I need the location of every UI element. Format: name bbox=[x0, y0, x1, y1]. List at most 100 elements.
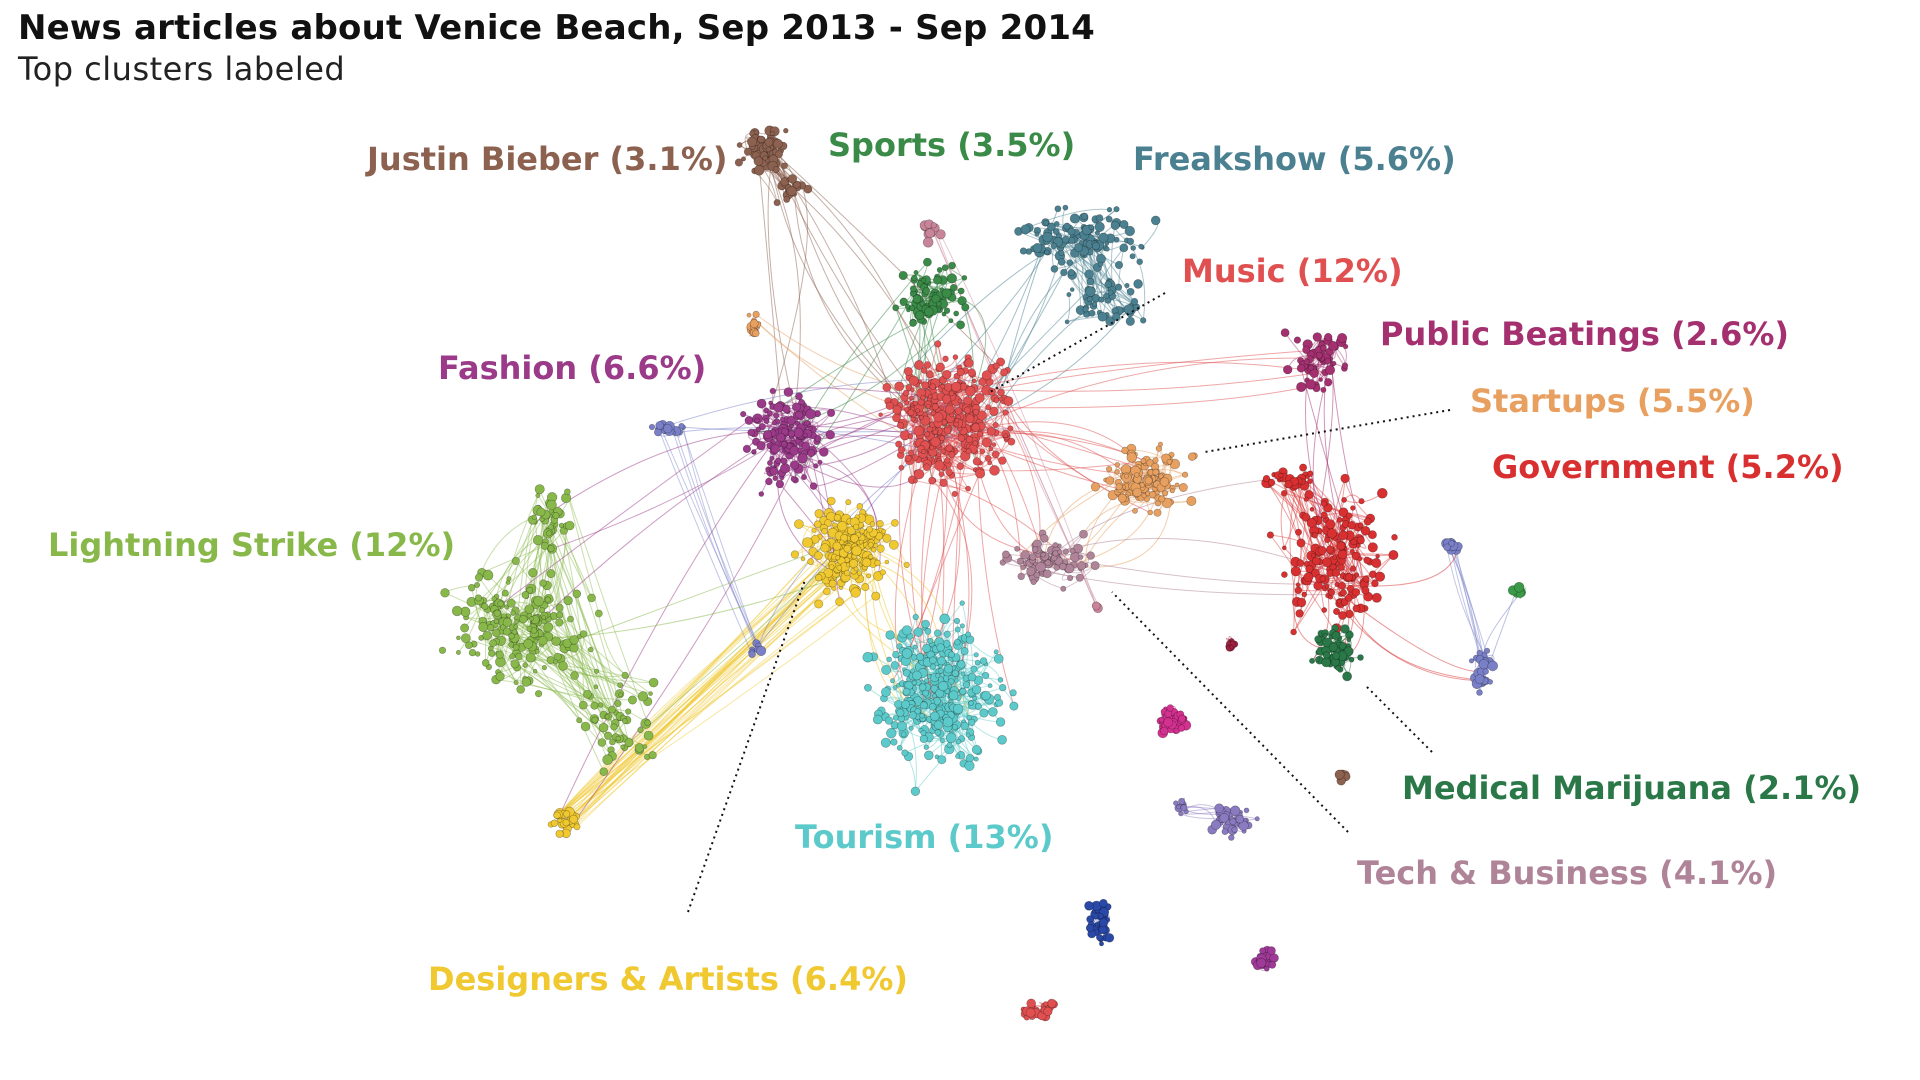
minor-crimson-node bbox=[1226, 640, 1231, 646]
tourism-node bbox=[939, 737, 945, 744]
freakshow-node bbox=[1119, 243, 1129, 253]
music-node bbox=[984, 454, 992, 462]
government-node bbox=[1332, 554, 1338, 560]
government-node bbox=[1337, 563, 1345, 571]
music-node bbox=[971, 422, 981, 432]
startups-node bbox=[1105, 476, 1115, 485]
lightning-strike-edge bbox=[484, 606, 517, 683]
cluster-label-tourism: Tourism (13%) bbox=[795, 818, 1053, 856]
fashion-node bbox=[758, 491, 765, 497]
minor-purple-node bbox=[1264, 965, 1270, 972]
music-node bbox=[928, 476, 936, 485]
lightning-strike-node bbox=[464, 641, 473, 650]
freakshow-node bbox=[1034, 231, 1040, 237]
justin-bieber-node bbox=[746, 136, 758, 147]
government-node bbox=[1338, 611, 1347, 620]
cluster-label-government: Government (5.2%) bbox=[1492, 448, 1844, 486]
lightning-strike-node bbox=[502, 617, 512, 627]
minor-red-node bbox=[1043, 1006, 1053, 1017]
lightning-strike-edge bbox=[465, 637, 531, 659]
sports-node bbox=[957, 287, 965, 295]
music-public-beatings-link bbox=[968, 384, 1316, 409]
tourism-node bbox=[886, 656, 892, 663]
fashion-node bbox=[791, 402, 802, 412]
government-node bbox=[1294, 586, 1303, 595]
fashion-node bbox=[766, 410, 773, 417]
tourism-node bbox=[908, 725, 914, 731]
music-node bbox=[926, 370, 934, 379]
cluster-label-fashion: Fashion (6.6%) bbox=[438, 349, 706, 387]
medical-marijuana-node bbox=[1346, 637, 1352, 643]
designers-artists-node bbox=[839, 539, 845, 545]
lightning-strike-node bbox=[486, 623, 495, 632]
public-beatings-node bbox=[1303, 358, 1311, 365]
music-node bbox=[997, 388, 1005, 397]
freakshow-node bbox=[1091, 242, 1100, 251]
tourism-node bbox=[943, 664, 954, 674]
lightning-strike-edge bbox=[485, 609, 493, 664]
music-node bbox=[1007, 437, 1016, 446]
government-node bbox=[1371, 557, 1382, 568]
designers-artists-node bbox=[811, 527, 817, 533]
lightning-strike-node bbox=[468, 648, 477, 657]
government-node bbox=[1295, 528, 1303, 536]
designers-artists-edge bbox=[563, 558, 847, 815]
fashion-node bbox=[782, 404, 791, 414]
fashion-node bbox=[801, 441, 811, 451]
music-node bbox=[957, 434, 966, 442]
designers-artists-node bbox=[813, 520, 822, 529]
government-node bbox=[1360, 525, 1371, 536]
tourism-node bbox=[993, 653, 1004, 664]
minor-periwinkle-music-link bbox=[758, 368, 993, 647]
justin-bieber-node bbox=[743, 147, 753, 156]
lightning-strike-node bbox=[521, 677, 531, 687]
lightning-strike-edge bbox=[496, 539, 539, 597]
freakshow-node bbox=[1126, 287, 1135, 296]
lightning-strike-node bbox=[644, 719, 651, 726]
cluster-label-music: Music (12%) bbox=[1182, 252, 1403, 290]
tourism-node bbox=[919, 734, 928, 744]
lightning-strike-node bbox=[524, 604, 535, 615]
government-node bbox=[1296, 559, 1305, 567]
sports-node bbox=[898, 270, 908, 281]
tourism-node bbox=[890, 678, 896, 684]
tourism-node bbox=[910, 668, 916, 674]
lightning-strike-node bbox=[538, 635, 548, 646]
minor-periwinkle-node bbox=[748, 650, 756, 658]
tourism-node bbox=[937, 755, 947, 765]
music-node bbox=[942, 355, 949, 362]
lightning-strike-node bbox=[488, 649, 496, 657]
government-node bbox=[1311, 532, 1318, 539]
music-node bbox=[945, 468, 953, 476]
lightning-strike-node bbox=[522, 662, 529, 668]
freakshow-node bbox=[1105, 215, 1113, 223]
fashion-node bbox=[765, 477, 773, 486]
fashion-node bbox=[742, 444, 752, 454]
fashion-node bbox=[755, 426, 761, 432]
lightning-strike-node bbox=[552, 512, 560, 520]
government-node bbox=[1356, 543, 1361, 548]
startups-node bbox=[1152, 468, 1160, 476]
tourism-edge bbox=[899, 747, 916, 792]
minor-periwinkle-edge bbox=[681, 425, 757, 644]
fashion-node bbox=[758, 423, 766, 431]
tech-business-node bbox=[1020, 550, 1030, 560]
designers-artists-node bbox=[856, 570, 863, 576]
lightning-strike-edge bbox=[531, 657, 654, 684]
lightning-strike-node bbox=[536, 507, 546, 517]
lightning-strike-node bbox=[506, 576, 512, 582]
tech-business-node bbox=[1033, 571, 1041, 579]
lightning-strike-edge bbox=[465, 616, 536, 672]
freakshow-node bbox=[1063, 222, 1071, 230]
government-node bbox=[1391, 533, 1398, 541]
government-node bbox=[1301, 513, 1311, 522]
government-node bbox=[1338, 581, 1347, 590]
lightning-strike-edge bbox=[515, 640, 557, 683]
tourism-node bbox=[881, 664, 892, 675]
tech-business-node bbox=[1077, 554, 1084, 560]
tourism-node bbox=[993, 693, 1001, 701]
fashion-node bbox=[797, 453, 808, 464]
lightning-strike-node bbox=[506, 598, 516, 608]
music-node bbox=[915, 408, 920, 414]
lightning-strike-node bbox=[569, 643, 579, 653]
